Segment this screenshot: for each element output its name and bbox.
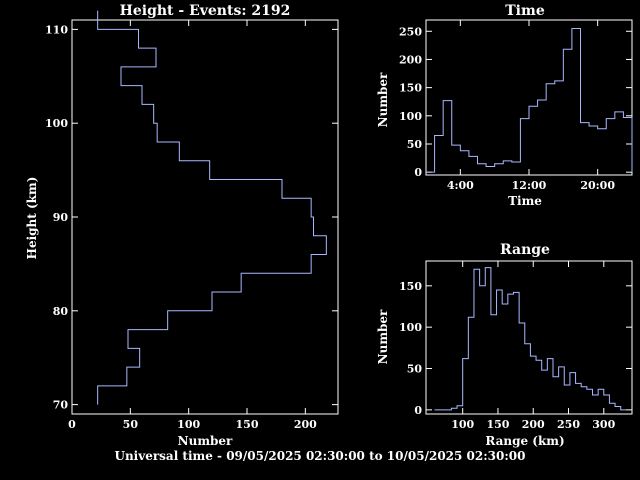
range-y-tick-label: 150 bbox=[399, 280, 422, 293]
time-chart-title: Time bbox=[505, 3, 545, 19]
time-y-tick-label: 0 bbox=[414, 166, 422, 179]
height-y-tick-label: 90 bbox=[53, 211, 69, 224]
height-x-tick-label: 150 bbox=[236, 418, 259, 431]
range-chart: Range Number Range (km) 100 150 200 250 300 0… bbox=[376, 242, 633, 448]
time-y-tick-label: 100 bbox=[399, 110, 422, 123]
height-y-tick-label: 80 bbox=[53, 305, 69, 318]
height-x-axis-label: Number bbox=[178, 434, 233, 448]
range-x-tick-label: 300 bbox=[592, 418, 615, 431]
height-x-tick-label: 0 bbox=[68, 418, 76, 431]
range-x-tick-label: 100 bbox=[451, 418, 474, 431]
time-y-tick-label: 150 bbox=[399, 82, 422, 95]
height-y-tick-label: 70 bbox=[53, 399, 69, 412]
range-x-tick-label: 250 bbox=[557, 418, 580, 431]
height-histogram-line bbox=[97, 10, 327, 405]
time-y-tick-label: 200 bbox=[399, 53, 422, 66]
height-y-tick-label: 110 bbox=[45, 23, 68, 36]
time-histogram-line bbox=[426, 27, 633, 173]
range-y-tick-label: 50 bbox=[407, 363, 423, 376]
time-ticks: 4:00 12:00 20:00 0 50 100 150 200 250 bbox=[399, 20, 632, 192]
range-y-axis-label: Number bbox=[376, 309, 390, 364]
range-x-axis-label: Range (km) bbox=[485, 434, 564, 448]
time-y-tick-label: 250 bbox=[399, 25, 422, 38]
footer-time-range: Universal time - 09/05/2025 02:30:00 to … bbox=[114, 449, 526, 463]
height-x-tick-label: 100 bbox=[177, 418, 200, 431]
range-ticks: 100 150 200 250 300 0 50 100 150 bbox=[399, 261, 632, 431]
height-x-tick-label: 200 bbox=[294, 418, 317, 431]
time-x-tick-label: 4:00 bbox=[447, 179, 474, 192]
time-x-axis-label: Time bbox=[508, 194, 542, 208]
time-y-axis-label: Number bbox=[376, 72, 390, 127]
height-ticks: 0 50 100 150 200 70 80 90 100 110 bbox=[45, 20, 338, 431]
height-chart: Height - Events: 2192 Height (km) Number… bbox=[25, 3, 339, 448]
height-chart-title: Height - Events: 2192 bbox=[120, 3, 291, 19]
time-y-tick-label: 50 bbox=[407, 138, 423, 151]
range-x-tick-label: 150 bbox=[486, 418, 509, 431]
height-y-axis-label: Height (km) bbox=[25, 177, 39, 260]
time-x-tick-label: 12:00 bbox=[512, 179, 547, 192]
height-y-tick-label: 100 bbox=[45, 117, 68, 130]
range-chart-title: Range bbox=[500, 242, 550, 258]
range-y-tick-label: 0 bbox=[414, 404, 422, 417]
range-y-tick-label: 100 bbox=[399, 321, 422, 334]
range-histogram-line bbox=[434, 267, 627, 411]
time-plot-frame bbox=[425, 19, 633, 176]
height-x-tick-label: 50 bbox=[123, 418, 139, 431]
range-plot-frame bbox=[425, 260, 633, 415]
height-plot-frame bbox=[71, 19, 339, 415]
time-chart: Time Number Time 4:00 12:00 20:00 0 50 100 150… bbox=[376, 3, 633, 208]
time-x-tick-label: 20:00 bbox=[580, 179, 615, 192]
range-x-tick-label: 200 bbox=[522, 418, 545, 431]
